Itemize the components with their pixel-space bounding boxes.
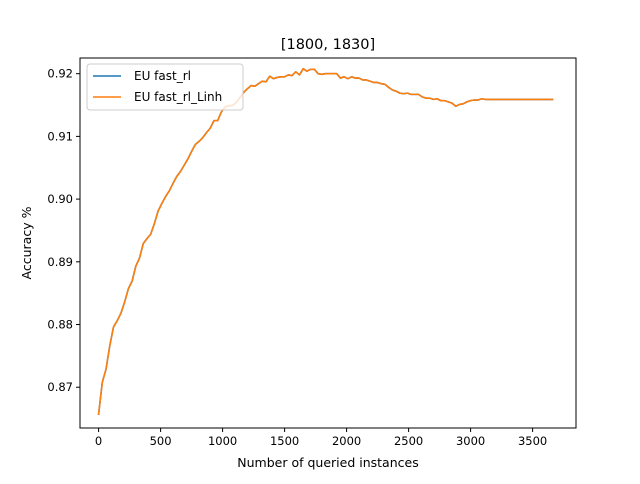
y-tick-label: 0.91 xyxy=(47,129,73,143)
y-tick-label: 0.89 xyxy=(47,255,73,269)
x-axis-label: Number of queried instances xyxy=(237,455,418,470)
series-layer xyxy=(97,67,554,416)
x-tick-label: 1500 xyxy=(270,434,299,448)
series-line-1 xyxy=(97,67,554,416)
y-tick-label: 0.88 xyxy=(47,318,73,332)
plot-frame xyxy=(79,57,577,429)
x-tick-label: 2500 xyxy=(394,434,423,448)
x-tick-label: 0 xyxy=(95,434,102,448)
chart-title: [1800, 1830] xyxy=(281,37,375,53)
y-tick-label: 0.87 xyxy=(47,380,73,394)
y-tick-label: 0.90 xyxy=(47,192,73,206)
x-tick-label: 1000 xyxy=(208,434,237,448)
legend: EU fast_rl EU fast_rl_Linh xyxy=(86,63,244,111)
x-axis-ticks: 0 500 1000 1500 2000 2500 3000 3500 xyxy=(95,428,547,448)
x-tick-label: 3500 xyxy=(518,434,547,448)
y-axis-ticks: 0.87 0.88 0.89 0.90 0.91 0.92 xyxy=(47,67,80,394)
x-tick-label: 3000 xyxy=(456,434,485,448)
legend-label-series-1: EU fast_rl_Linh xyxy=(134,90,222,104)
y-axis-label: Accuracy % xyxy=(19,206,34,279)
legend-box xyxy=(86,63,244,111)
y-tick-label: 0.92 xyxy=(47,67,73,81)
legend-label-series-0: EU fast_rl xyxy=(134,69,191,83)
x-tick-label: 2000 xyxy=(332,434,361,448)
x-tick-label: 500 xyxy=(150,434,172,448)
